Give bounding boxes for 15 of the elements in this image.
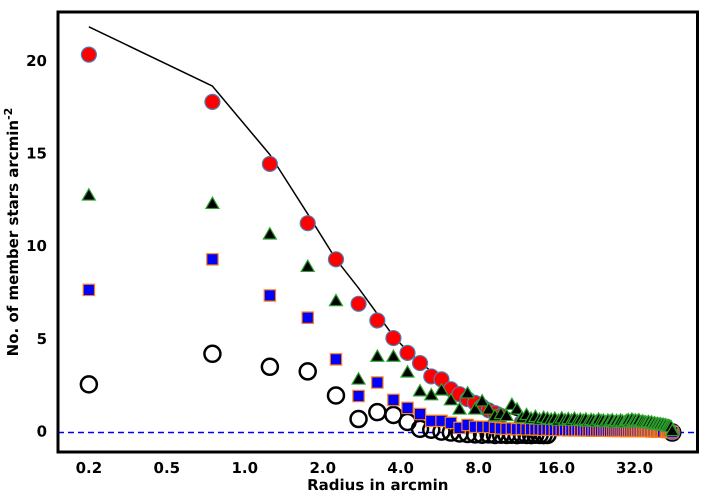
y-axis-title: No. of member stars arcmin-2 — [2, 108, 22, 356]
y-tick-label: 5 — [36, 330, 47, 348]
y-tick-label: 0 — [36, 422, 47, 440]
x-tick-label: 1.0 — [231, 458, 258, 477]
x-axis-title: Radius in arcmin — [307, 476, 448, 494]
x-tick-label: 0.2 — [76, 458, 102, 477]
x-tick-label: 0.5 — [154, 458, 180, 477]
x-tick-label: 8.0 — [465, 458, 492, 477]
x-tick-label: 4.0 — [387, 458, 414, 477]
x-tick-label: 16.0 — [538, 458, 576, 477]
x-tick-label: 32.0 — [616, 458, 654, 477]
x-tick-label: 2.0 — [309, 458, 336, 477]
y-tick-label: 20 — [26, 52, 47, 70]
y-tick-label: 15 — [26, 144, 47, 163]
y-tick-label: 10 — [26, 237, 47, 256]
